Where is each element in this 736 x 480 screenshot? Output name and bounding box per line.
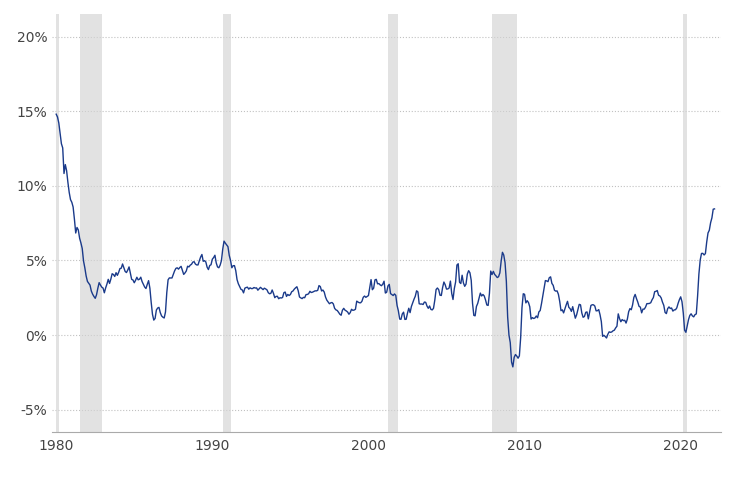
Bar bbox=[56, 14, 59, 432]
Bar bbox=[79, 14, 102, 432]
Bar bbox=[223, 14, 230, 432]
Bar bbox=[683, 14, 687, 432]
Bar bbox=[492, 14, 517, 432]
Bar bbox=[388, 14, 398, 432]
